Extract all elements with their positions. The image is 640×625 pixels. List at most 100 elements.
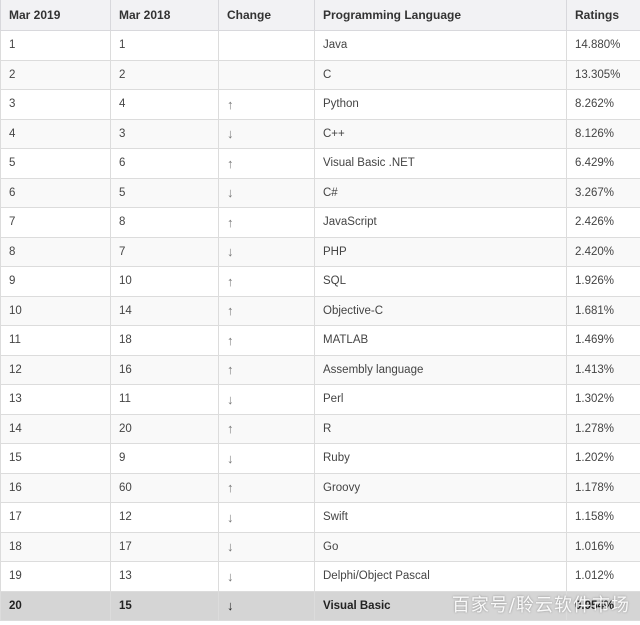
rank-2019-cell: 14 [0,413,111,444]
column-header-mar-2018[interactable]: Mar 2018 [110,0,219,31]
rank-2019-cell: 17 [0,502,111,533]
language-name-cell: Objective-C [314,295,567,326]
rank-2019-cell: 19 [0,561,111,592]
language-name-cell: Python [314,89,567,120]
language-name-cell: MATLAB [314,325,567,356]
column-header-ratings[interactable]: Ratings [566,0,640,31]
rank-2019-cell: 18 [0,531,111,562]
table-row: 5 6 ↑ Visual Basic .NET 6.429% [0,148,640,179]
rank-2018-cell: 14 [110,295,219,326]
rating-cell: 1.681% [566,295,640,326]
rank-2018-cell: 4 [110,89,219,120]
rank-2018-cell: 5 [110,177,219,208]
table-row: 6 5 ↓ C# 3.267% [0,177,640,208]
table-row: 7 8 ↑ JavaScript 2.426% [0,207,640,238]
rating-cell: 14.880% [566,30,640,61]
rank-2018-cell: 9 [110,443,219,474]
change-arrow: ↓ [218,531,315,562]
change-arrow: ↑ [218,413,315,444]
column-header-mar-2019[interactable]: Mar 2019 [0,0,111,31]
language-name-cell: R [314,413,567,444]
rank-2019-cell: 12 [0,354,111,385]
change-arrow: ↑ [218,148,315,179]
change-arrow: ↓ [218,590,315,621]
language-name-cell: Java [314,30,567,61]
language-name-cell: SQL [314,266,567,297]
table-row: 16 60 ↑ Groovy 1.178% [0,472,640,503]
table-row: 3 4 ↑ Python 8.262% [0,89,640,120]
change-arrow: ↓ [218,118,315,149]
rating-cell: 0.954% [566,590,640,621]
rank-2019-cell: 9 [0,266,111,297]
rank-2018-cell: 11 [110,384,219,415]
rating-cell: 8.262% [566,89,640,120]
change-arrow: ↓ [218,502,315,533]
rank-2018-cell: 10 [110,266,219,297]
language-name-cell: PHP [314,236,567,267]
rating-cell: 6.429% [566,148,640,179]
table-body: 1 1 Java 14.880% 2 2 C 13.305% 3 4 ↑ Python 8.262% 4 3… [0,30,640,621]
rating-cell: 1.278% [566,413,640,444]
rank-2018-cell: 20 [110,413,219,444]
language-name-cell: C [314,59,567,90]
table-row: 19 13 ↓ Delphi/Object Pascal 1.012% [0,561,640,592]
rank-2018-cell: 15 [110,590,219,621]
rank-2018-cell: 7 [110,236,219,267]
rating-cell: 2.426% [566,207,640,238]
change-arrow: ↑ [218,472,315,503]
change-arrow: ↓ [218,384,315,415]
change-arrow: ↓ [218,177,315,208]
rank-2019-cell: 16 [0,472,111,503]
rating-cell: 2.420% [566,236,640,267]
rating-cell: 8.126% [566,118,640,149]
rating-cell: 1.178% [566,472,640,503]
rank-2019-cell: 3 [0,89,111,120]
rank-2018-cell: 6 [110,148,219,179]
language-name-cell: Swift [314,502,567,533]
rank-2018-cell: 13 [110,561,219,592]
header-row: Mar 2019 Mar 2018 Change Programming Lan… [0,0,640,31]
rank-2019-cell: 15 [0,443,111,474]
column-header-change[interactable]: Change [218,0,315,31]
change-arrow: ↑ [218,89,315,120]
rank-2019-cell: 6 [0,177,111,208]
language-name-cell: Groovy [314,472,567,503]
table-row: 4 3 ↓ C++ 8.126% [0,118,640,149]
rank-2019-cell: 11 [0,325,111,356]
rank-2019-cell: 5 [0,148,111,179]
table-row: 1 1 Java 14.880% [0,30,640,61]
language-name-cell: Go [314,531,567,562]
rating-cell: 1.158% [566,502,640,533]
table-row: 13 11 ↓ Perl 1.302% [0,384,640,415]
rank-2018-cell: 8 [110,207,219,238]
rating-cell: 1.302% [566,384,640,415]
table-row: 10 14 ↑ Objective-C 1.681% [0,295,640,326]
column-header-language[interactable]: Programming Language [314,0,567,31]
rating-cell: 3.267% [566,177,640,208]
rank-2019-cell: 20 [0,590,111,621]
language-name-cell: JavaScript [314,207,567,238]
table-row: 15 9 ↓ Ruby 1.202% [0,443,640,474]
rating-cell: 1.012% [566,561,640,592]
language-name-cell: Ruby [314,443,567,474]
change-arrow: ↑ [218,354,315,385]
table-row: 18 17 ↓ Go 1.016% [0,531,640,562]
change-arrow: ↑ [218,325,315,356]
rank-2018-cell: 16 [110,354,219,385]
language-name-cell: Assembly language [314,354,567,385]
rank-2019-cell: 7 [0,207,111,238]
rank-2019-cell: 1 [0,30,111,61]
rank-2018-cell: 3 [110,118,219,149]
change-arrow: ↑ [218,266,315,297]
table-row: 20 15 ↓ Visual Basic 0.954% [0,590,640,621]
rating-cell: 1.016% [566,531,640,562]
change-arrow: ↑ [218,207,315,238]
table-row: 17 12 ↓ Swift 1.158% [0,502,640,533]
change-arrow: ↑ [218,295,315,326]
change-arrow [218,30,315,61]
rank-2019-cell: 13 [0,384,111,415]
rating-cell: 1.202% [566,443,640,474]
table-row: 2 2 C 13.305% [0,59,640,90]
